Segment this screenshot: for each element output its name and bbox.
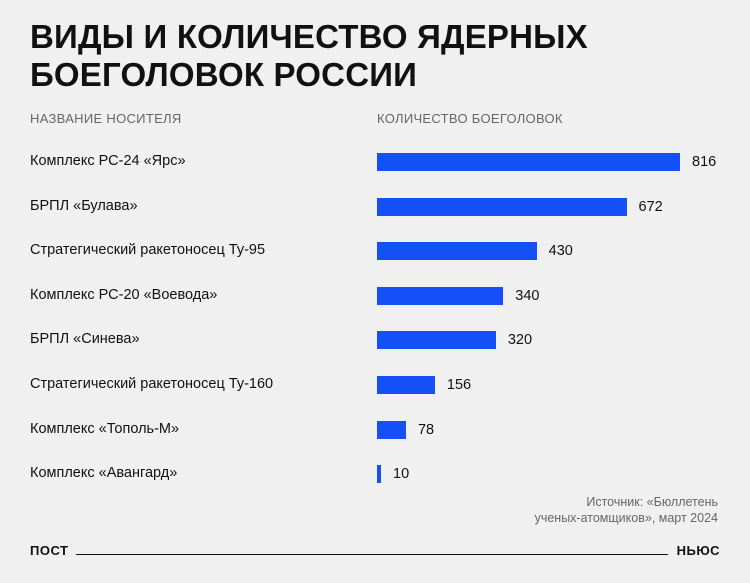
bar: [377, 242, 537, 261]
carrier-column-header: НАЗВАНИЕ НОСИТЕЛЯ: [30, 111, 182, 126]
bar: [377, 331, 496, 350]
data-label: 156: [446, 377, 472, 393]
bar: [377, 376, 435, 394]
bar: [377, 286, 504, 305]
category-label: БРПЛ «Синева»: [30, 331, 140, 348]
bar: [377, 465, 381, 484]
category-label: Комплекс РС-20 «Воевода»: [30, 286, 218, 303]
category-label: Стратегический ракетоносец Ту-160: [30, 376, 274, 392]
data-label: 430: [548, 243, 573, 260]
brand-logo-left: ПОСТ: [30, 543, 69, 558]
chart-title-line-1: ВИДЫ И КОЛИЧЕСТВО ЯДЕРНЫХ: [30, 18, 588, 55]
category-label: Комплекс «Авангард»: [30, 465, 178, 482]
data-label: 10: [393, 466, 410, 483]
category-label: Стратегический ракетоносец Ту-95: [30, 242, 266, 259]
source-line-1: Источник: «Бюллетень: [586, 495, 718, 509]
data-label: 816: [692, 154, 717, 170]
brand-logo-right: НЬЮС: [676, 543, 720, 558]
data-label: 340: [515, 287, 540, 304]
bar: [377, 197, 627, 216]
footer-divider: [76, 554, 668, 555]
count-column-header: КОЛИЧЕСТВО БОЕГОЛОВОК: [377, 111, 563, 126]
category-label: Комплекс РС-24 «Ярс»: [30, 153, 186, 169]
chart-title-line-2: БОЕГОЛОВОК РОССИИ: [30, 56, 418, 93]
source-note: Источник: «Бюллетень ученых-атомщиков», …: [535, 494, 718, 526]
footer: ПОСТ НЬЮС: [30, 543, 720, 563]
source-line-2: ученых-атомщиков», март 2024: [534, 511, 718, 525]
category-label: БРПЛ «Булава»: [30, 197, 138, 214]
bar: [377, 420, 406, 439]
data-label: 78: [417, 421, 435, 438]
category-label: Комплекс «Тополь-М»: [30, 420, 180, 437]
data-label: 672: [638, 198, 663, 215]
chart-title: ВИДЫ И КОЛИЧЕСТВО ЯДЕРНЫХ БОЕГОЛОВОК РОС…: [30, 18, 720, 94]
bar: [377, 153, 680, 171]
data-label: 320: [507, 332, 533, 349]
